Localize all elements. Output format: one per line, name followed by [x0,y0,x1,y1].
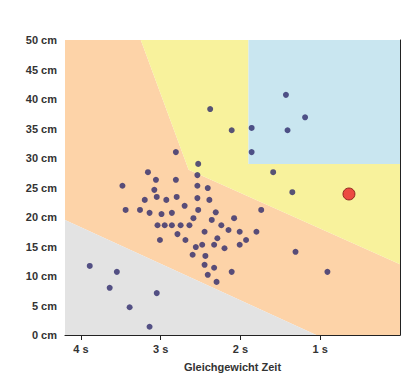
svg-text:Gleichgewicht Zeit: Gleichgewicht Zeit [184,361,282,373]
svg-text:35 cm: 35 cm [26,123,57,135]
svg-text:45 cm: 45 cm [26,64,57,76]
svg-text:30 cm: 30 cm [26,152,57,164]
svg-text:2 s: 2 s [233,343,248,355]
svg-text:0 cm: 0 cm [32,329,57,341]
svg-text:50 cm: 50 cm [26,34,57,46]
svg-text:3 s: 3 s [153,343,168,355]
svg-text:5 cm: 5 cm [32,300,57,312]
svg-text:10 cm: 10 cm [26,270,57,282]
svg-text:4 s: 4 s [73,343,88,355]
svg-text:15 cm: 15 cm [26,241,57,253]
svg-text:25 cm: 25 cm [26,182,57,194]
svg-text:1 s: 1 s [313,343,328,355]
svg-text:20 cm: 20 cm [26,211,57,223]
svg-text:40 cm: 40 cm [26,93,57,105]
